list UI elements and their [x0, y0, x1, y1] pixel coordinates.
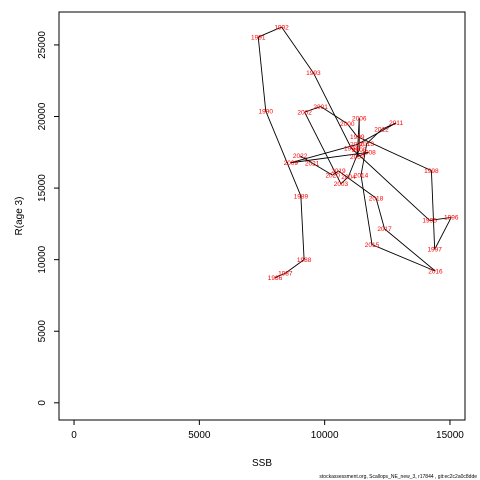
segment-2001-2002 — [304, 106, 321, 113]
point-label-2015: 2015 — [365, 242, 380, 249]
segment-1988-1989 — [300, 195, 305, 260]
point-label-1996: 1996 — [444, 215, 459, 222]
segment-1990-1991 — [257, 37, 267, 112]
segment-1998-1999 — [357, 136, 432, 172]
segment-2012-2013 — [366, 129, 382, 145]
y-tick-label: 20000 — [37, 102, 48, 130]
point-label-2004: 2004 — [341, 174, 356, 181]
point-label-2018: 2018 — [369, 195, 384, 202]
segment-2013-2014 — [360, 143, 368, 176]
plot-frame — [58, 11, 466, 421]
x-tick-label: 0 — [71, 430, 77, 441]
x-tick-label: 5000 — [188, 430, 211, 441]
point-label-1988: 1988 — [297, 257, 312, 264]
trajectory-lines — [257, 26, 452, 278]
point-label-1999: 1999 — [350, 134, 365, 141]
segment-2003-2004 — [340, 176, 349, 185]
point-label-2002: 2002 — [297, 110, 312, 117]
y-tick-label: 25000 — [37, 31, 48, 59]
segment-2000-2001 — [320, 106, 348, 125]
point-label-2007: 2007 — [350, 154, 365, 161]
point-label-2019: 2019 — [331, 168, 346, 175]
point-label-2020: 2020 — [325, 173, 340, 180]
point-label-2022: 2022 — [293, 153, 308, 160]
point-label-2011: 2011 — [389, 120, 403, 127]
x-tick-label: 10000 — [311, 430, 339, 441]
x-tick-label: 15000 — [436, 430, 464, 441]
point-label-2010: 2010 — [350, 142, 365, 149]
point-label-1990: 1990 — [259, 108, 274, 115]
segment-2009-2010 — [290, 143, 358, 164]
segment-2008-2009 — [290, 151, 369, 164]
point-label-2012: 2012 — [374, 127, 389, 134]
point-label-2008: 2008 — [361, 150, 376, 157]
point-label-1993: 1993 — [306, 70, 321, 77]
segment-1996-1997 — [434, 217, 452, 250]
segment-1991-1992 — [258, 26, 282, 38]
point-label-1995: 1995 — [422, 218, 437, 225]
segment-2006-2007 — [356, 118, 360, 157]
segment-2007-2008 — [357, 151, 369, 158]
point-label-1994: 1994 — [344, 145, 359, 152]
segment-1997-1998 — [430, 170, 436, 250]
point-label-2006: 2006 — [352, 116, 367, 123]
y-axis-title: R(age 3) — [14, 197, 25, 236]
segment-2002-2003 — [304, 112, 342, 184]
segment-2018-2019 — [338, 170, 377, 199]
segment-1993-1994 — [312, 72, 352, 149]
y-tick-label: 10000 — [37, 245, 48, 273]
segment-2011-2012 — [381, 122, 397, 130]
x-axis-title: SSB — [252, 458, 272, 469]
segment-1999-2000 — [346, 123, 358, 137]
point-label-1989: 1989 — [294, 193, 309, 200]
point-label-2001: 2001 — [313, 104, 328, 111]
point-label-1992: 1992 — [274, 24, 289, 31]
segment-2021-2022 — [299, 155, 313, 164]
point-label-2005: 2005 — [352, 147, 367, 154]
segment-1989-1990 — [265, 110, 302, 197]
point-label-2021: 2021 — [305, 160, 320, 167]
segment-1987-1988 — [285, 259, 305, 274]
segment-1992-1993 — [281, 26, 314, 74]
footnote: stockassessment.org, Scallops_NE_new_3, … — [319, 474, 477, 480]
segment-2014-2015 — [360, 175, 373, 245]
point-label-2003: 2003 — [334, 181, 349, 188]
point-label-1997: 1997 — [427, 247, 442, 254]
point-label-2013: 2013 — [360, 141, 375, 148]
point-label-2014: 2014 — [354, 173, 369, 180]
y-tick-label: 15000 — [37, 174, 48, 202]
y-tick-label: 5000 — [37, 320, 48, 343]
segment-2015-2016 — [371, 244, 436, 272]
segment-2016-2017 — [384, 228, 436, 272]
segment-1994-1995 — [350, 147, 430, 221]
segment-2020-2021 — [311, 162, 333, 176]
point-label-1987: 1987 — [278, 271, 293, 278]
y-axis: 0 5000 10000 15000 20000 25000 — [37, 31, 59, 406]
point-label-1998: 1998 — [424, 168, 439, 175]
point-label-1986: 1986 — [268, 275, 283, 282]
segment-2019-2020 — [332, 170, 339, 176]
point-label-2009: 2009 — [284, 160, 299, 167]
point-label-2000: 2000 — [340, 121, 355, 128]
segment-2017-2018 — [375, 197, 385, 230]
x-axis: 0 5000 10000 15000 — [71, 420, 464, 441]
point-label-1991: 1991 — [251, 34, 266, 41]
point-label-2016: 2016 — [428, 268, 443, 275]
y-tick-label: 0 — [37, 400, 48, 406]
point-label-2017: 2017 — [377, 226, 392, 233]
segment-1986-1987 — [274, 272, 286, 278]
